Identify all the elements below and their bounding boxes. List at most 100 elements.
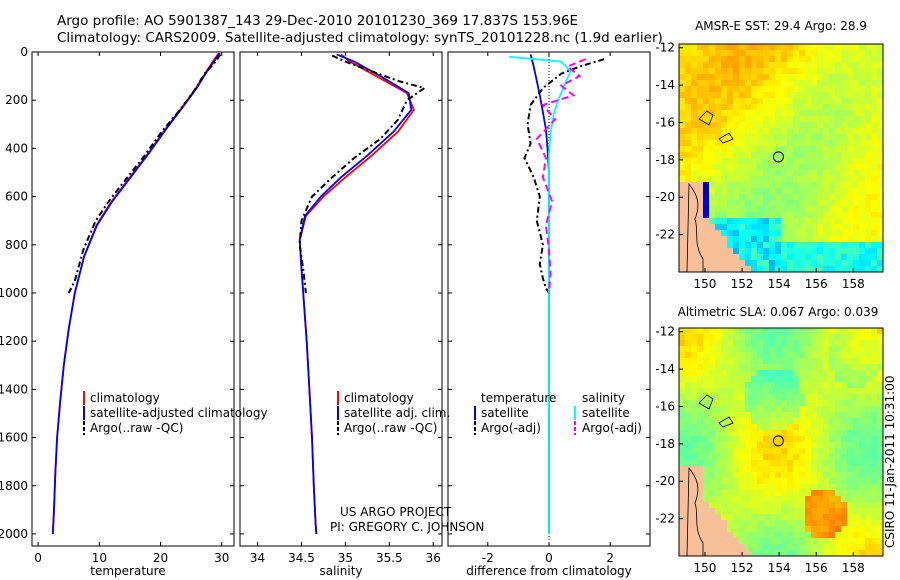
map-cell bbox=[745, 436, 752, 443]
map-cell bbox=[775, 200, 782, 207]
map-cell bbox=[847, 158, 854, 165]
map-cell bbox=[763, 44, 770, 51]
map-cell bbox=[733, 110, 740, 117]
map-cell bbox=[769, 538, 776, 545]
map-cell bbox=[733, 478, 740, 485]
map-cell bbox=[691, 544, 698, 551]
map-cell bbox=[877, 236, 883, 243]
map-cell bbox=[871, 62, 878, 69]
map-cell bbox=[775, 242, 782, 249]
map-cell bbox=[787, 466, 794, 473]
map-cell bbox=[829, 140, 836, 147]
map-cell bbox=[727, 170, 734, 177]
map-cell bbox=[823, 92, 830, 99]
map-cell bbox=[685, 152, 692, 159]
map-cell bbox=[763, 248, 770, 255]
map-cell bbox=[745, 80, 752, 87]
map-cell bbox=[871, 158, 878, 165]
map-cell bbox=[739, 328, 746, 335]
map-cell bbox=[703, 170, 710, 177]
map-cell bbox=[751, 520, 758, 527]
map-cell bbox=[793, 146, 800, 153]
map-cell bbox=[739, 340, 746, 347]
sal-xtick-label: 34 bbox=[250, 551, 265, 565]
map-cell bbox=[823, 224, 830, 231]
map-cell bbox=[751, 50, 758, 57]
map-cell bbox=[781, 98, 788, 105]
map-cell bbox=[709, 188, 716, 195]
map-cell bbox=[859, 164, 866, 171]
map-cell bbox=[775, 188, 782, 195]
map-cell bbox=[871, 104, 878, 111]
map-cell bbox=[847, 182, 854, 189]
map-cell bbox=[829, 170, 836, 177]
map-cell bbox=[811, 248, 818, 255]
map-cell bbox=[829, 110, 836, 117]
map-cell bbox=[685, 260, 692, 267]
map-cell bbox=[691, 218, 698, 225]
map-cell bbox=[679, 334, 686, 341]
diff-xtick-label: -2 bbox=[482, 551, 494, 565]
map-cell bbox=[763, 74, 770, 81]
map-cell bbox=[727, 478, 734, 485]
map-cell bbox=[703, 218, 710, 225]
map-cell bbox=[847, 544, 854, 551]
map-cell bbox=[751, 448, 758, 455]
map-cell bbox=[871, 544, 878, 551]
map-cell bbox=[739, 200, 746, 207]
map-cell bbox=[835, 164, 842, 171]
timestamp: CSIRO 11-Jan-2011 10:31:00 bbox=[883, 376, 897, 548]
map-cell bbox=[685, 104, 692, 111]
map-cell bbox=[877, 532, 883, 539]
map-cell bbox=[781, 68, 788, 75]
map-cell bbox=[817, 134, 824, 141]
map-cell bbox=[871, 200, 878, 207]
map-cell bbox=[841, 526, 848, 533]
map-cell bbox=[691, 346, 698, 353]
map-cell bbox=[781, 56, 788, 63]
map-cell bbox=[727, 44, 734, 51]
map-cell bbox=[745, 248, 752, 255]
map-cell bbox=[841, 140, 848, 147]
map-cell bbox=[769, 334, 776, 341]
map-cell bbox=[751, 418, 758, 425]
map-cell bbox=[739, 352, 746, 359]
map-cell bbox=[685, 334, 692, 341]
map-cell bbox=[829, 412, 836, 419]
map-cell bbox=[829, 490, 836, 497]
map-cell bbox=[775, 382, 782, 389]
map-cell bbox=[751, 496, 758, 503]
map-cell bbox=[679, 212, 686, 219]
map-cell bbox=[799, 424, 806, 431]
map-cell bbox=[805, 200, 812, 207]
map-cell bbox=[781, 182, 788, 189]
map-cell bbox=[823, 370, 830, 377]
map-ytick-label: -18 bbox=[655, 153, 675, 167]
map-cell bbox=[799, 346, 806, 353]
map-cell bbox=[745, 454, 752, 461]
map-cell bbox=[805, 442, 812, 449]
map-cell bbox=[811, 104, 818, 111]
map-cell bbox=[829, 134, 836, 141]
axes-layer: 0 10 20 30020040060080010001200140016001800… bbox=[0, 45, 650, 565]
map-cell bbox=[847, 514, 854, 521]
map-cell bbox=[697, 224, 704, 231]
map-cell bbox=[793, 206, 800, 213]
map-cell bbox=[697, 92, 704, 99]
map-cell bbox=[793, 230, 800, 237]
map-cell bbox=[703, 490, 710, 497]
map-cell bbox=[757, 260, 764, 267]
map-cell bbox=[835, 376, 842, 383]
map-cell bbox=[865, 140, 872, 147]
map-cell bbox=[703, 520, 710, 527]
map-cell bbox=[691, 50, 698, 57]
map-cell bbox=[709, 544, 716, 551]
map-cell bbox=[679, 508, 686, 515]
map-cell bbox=[811, 182, 818, 189]
map-cell bbox=[769, 164, 776, 171]
map-cell bbox=[775, 44, 782, 51]
map-cell bbox=[823, 176, 830, 183]
map-cell bbox=[775, 122, 782, 129]
map-cell bbox=[871, 460, 878, 467]
map-cell bbox=[769, 68, 776, 75]
